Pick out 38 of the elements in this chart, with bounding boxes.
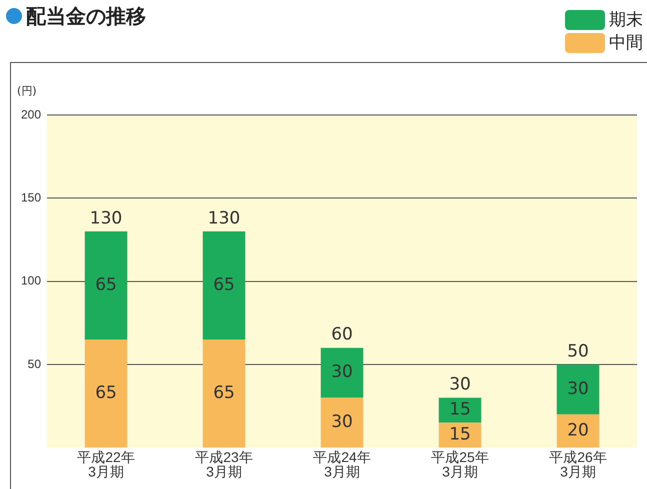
bar [556, 414, 600, 448]
total-label: 130 [208, 208, 240, 228]
bar [84, 231, 128, 340]
bar [438, 422, 482, 448]
bar [202, 231, 246, 340]
bar [556, 364, 600, 414]
y-tick-label: 100 [20, 274, 42, 288]
chart-title: 配当金の推移 [26, 4, 146, 28]
bar [202, 340, 246, 448]
legend-label: 期末 [609, 9, 643, 31]
x-tick-label: 平成24年 3月期 [313, 448, 371, 480]
bar [438, 398, 482, 423]
bar [320, 398, 364, 448]
data-label: 30 [567, 378, 589, 399]
x-tick-label: 平成23年 3月期 [195, 448, 253, 480]
y-tick-label: 150 [20, 190, 42, 204]
data-label: 65 [213, 274, 235, 295]
total-label: 30 [449, 374, 471, 395]
legend-label: 中間 [609, 32, 643, 54]
data-label: 65 [95, 382, 117, 403]
data-label: 65 [95, 274, 117, 295]
data-label: 30 [331, 362, 353, 382]
y-axis-title: (円) [17, 84, 37, 98]
bar [84, 340, 128, 448]
bar [320, 348, 364, 398]
total-label: 60 [331, 324, 353, 345]
data-label: 20 [567, 420, 589, 440]
y-tick-label: 200 [20, 107, 42, 122]
x-tick-label: 平成22年 3月期 [77, 448, 135, 480]
data-label: 65 [213, 382, 235, 403]
data-label: 15 [449, 400, 471, 420]
y-tick-label: 50 [28, 356, 42, 371]
x-tick-label: 平成25年 3月期 [431, 448, 489, 480]
x-tick-label: 平成26年 3月期 [549, 448, 607, 480]
data-label: 15 [449, 424, 471, 445]
total-label: 130 [90, 208, 122, 228]
total-label: 50 [567, 341, 589, 362]
data-label: 30 [331, 412, 353, 432]
